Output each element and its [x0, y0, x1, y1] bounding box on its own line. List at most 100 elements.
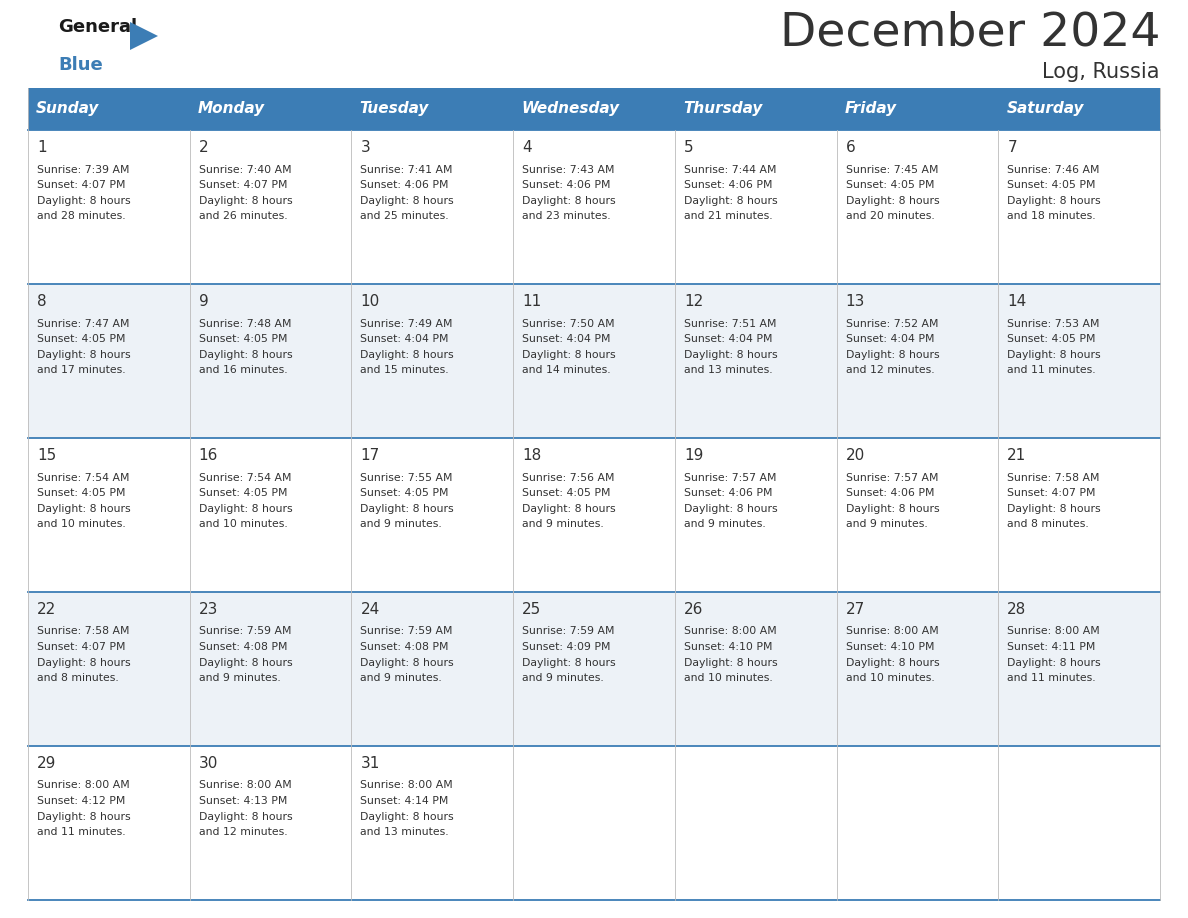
Text: Daylight: 8 hours: Daylight: 8 hours — [37, 812, 131, 822]
Bar — [352, 88, 513, 130]
Text: Sunset: 4:12 PM: Sunset: 4:12 PM — [37, 796, 126, 806]
Text: Sunrise: 7:53 AM: Sunrise: 7:53 AM — [1007, 319, 1100, 329]
Text: Wednesday: Wednesday — [522, 102, 619, 117]
Text: and 9 minutes.: and 9 minutes. — [846, 519, 928, 529]
Bar — [836, 746, 998, 900]
Text: 5: 5 — [684, 140, 694, 155]
Text: Sunset: 4:07 PM: Sunset: 4:07 PM — [37, 180, 126, 190]
Text: Sunrise: 7:57 AM: Sunrise: 7:57 AM — [846, 473, 939, 483]
Text: 2: 2 — [198, 140, 208, 155]
Bar — [998, 592, 1159, 746]
Text: and 14 minutes.: and 14 minutes. — [523, 365, 611, 375]
Text: 25: 25 — [523, 602, 542, 617]
Text: 18: 18 — [523, 448, 542, 463]
Text: Daylight: 8 hours: Daylight: 8 hours — [198, 350, 292, 360]
Text: Sunrise: 7:52 AM: Sunrise: 7:52 AM — [846, 319, 939, 329]
Text: Daylight: 8 hours: Daylight: 8 hours — [1007, 350, 1101, 360]
Bar — [190, 284, 352, 438]
Text: Sunset: 4:04 PM: Sunset: 4:04 PM — [846, 334, 934, 344]
Text: Sunrise: 7:49 AM: Sunrise: 7:49 AM — [360, 319, 453, 329]
Text: Thursday: Thursday — [683, 102, 763, 117]
Text: and 10 minutes.: and 10 minutes. — [846, 673, 934, 683]
Bar — [836, 438, 998, 592]
Text: Daylight: 8 hours: Daylight: 8 hours — [1007, 196, 1101, 206]
Text: and 20 minutes.: and 20 minutes. — [846, 211, 934, 221]
Text: Sunday: Sunday — [36, 102, 100, 117]
Text: Sunrise: 8:00 AM: Sunrise: 8:00 AM — [198, 780, 291, 790]
Text: 14: 14 — [1007, 294, 1026, 309]
Text: 3: 3 — [360, 140, 371, 155]
Text: Daylight: 8 hours: Daylight: 8 hours — [360, 196, 454, 206]
Text: Daylight: 8 hours: Daylight: 8 hours — [360, 812, 454, 822]
Text: Sunset: 4:05 PM: Sunset: 4:05 PM — [198, 334, 287, 344]
Bar — [513, 284, 675, 438]
Text: and 11 minutes.: and 11 minutes. — [1007, 365, 1095, 375]
Bar — [352, 438, 513, 592]
Text: Daylight: 8 hours: Daylight: 8 hours — [37, 503, 131, 513]
Text: 6: 6 — [846, 140, 855, 155]
Text: Sunrise: 7:43 AM: Sunrise: 7:43 AM — [523, 164, 614, 174]
Bar — [675, 746, 836, 900]
Text: Daylight: 8 hours: Daylight: 8 hours — [1007, 503, 1101, 513]
Text: Daylight: 8 hours: Daylight: 8 hours — [846, 657, 940, 667]
Text: 27: 27 — [846, 602, 865, 617]
Text: Sunrise: 7:41 AM: Sunrise: 7:41 AM — [360, 164, 453, 174]
Text: and 28 minutes.: and 28 minutes. — [37, 211, 126, 221]
Text: 22: 22 — [37, 602, 56, 617]
Text: Daylight: 8 hours: Daylight: 8 hours — [684, 657, 777, 667]
Text: Sunset: 4:06 PM: Sunset: 4:06 PM — [684, 488, 772, 498]
Text: 29: 29 — [37, 756, 56, 771]
Text: Sunset: 4:04 PM: Sunset: 4:04 PM — [360, 334, 449, 344]
Text: 13: 13 — [846, 294, 865, 309]
Text: 10: 10 — [360, 294, 380, 309]
Text: Sunrise: 7:54 AM: Sunrise: 7:54 AM — [198, 473, 291, 483]
Bar — [190, 592, 352, 746]
Text: Daylight: 8 hours: Daylight: 8 hours — [684, 503, 777, 513]
Bar — [513, 592, 675, 746]
Text: Sunrise: 7:56 AM: Sunrise: 7:56 AM — [523, 473, 614, 483]
Text: and 25 minutes.: and 25 minutes. — [360, 211, 449, 221]
Text: Sunrise: 7:58 AM: Sunrise: 7:58 AM — [37, 626, 129, 636]
Bar — [513, 746, 675, 900]
Text: Blue: Blue — [58, 56, 102, 74]
Text: Daylight: 8 hours: Daylight: 8 hours — [198, 812, 292, 822]
Text: Sunset: 4:05 PM: Sunset: 4:05 PM — [523, 488, 611, 498]
Text: Sunrise: 7:51 AM: Sunrise: 7:51 AM — [684, 319, 776, 329]
Text: Sunrise: 8:00 AM: Sunrise: 8:00 AM — [360, 780, 453, 790]
Text: Sunrise: 7:59 AM: Sunrise: 7:59 AM — [198, 626, 291, 636]
Text: and 8 minutes.: and 8 minutes. — [1007, 519, 1089, 529]
Text: Tuesday: Tuesday — [360, 102, 429, 117]
Text: Sunrise: 7:44 AM: Sunrise: 7:44 AM — [684, 164, 776, 174]
Text: Monday: Monday — [197, 102, 265, 117]
Bar — [836, 592, 998, 746]
Text: General: General — [58, 18, 137, 36]
Text: Daylight: 8 hours: Daylight: 8 hours — [523, 657, 615, 667]
Text: and 9 minutes.: and 9 minutes. — [198, 673, 280, 683]
Text: Daylight: 8 hours: Daylight: 8 hours — [198, 503, 292, 513]
Bar — [836, 130, 998, 284]
Text: Daylight: 8 hours: Daylight: 8 hours — [684, 196, 777, 206]
Text: Sunrise: 8:00 AM: Sunrise: 8:00 AM — [684, 626, 777, 636]
Text: Sunset: 4:06 PM: Sunset: 4:06 PM — [846, 488, 934, 498]
Text: Sunset: 4:05 PM: Sunset: 4:05 PM — [1007, 180, 1095, 190]
Text: Sunset: 4:05 PM: Sunset: 4:05 PM — [37, 334, 126, 344]
Bar — [190, 130, 352, 284]
Text: 19: 19 — [684, 448, 703, 463]
Text: Sunset: 4:04 PM: Sunset: 4:04 PM — [684, 334, 772, 344]
Bar — [190, 88, 352, 130]
Text: Daylight: 8 hours: Daylight: 8 hours — [846, 503, 940, 513]
Text: 15: 15 — [37, 448, 56, 463]
Bar — [513, 88, 675, 130]
Text: Sunrise: 7:50 AM: Sunrise: 7:50 AM — [523, 319, 614, 329]
Text: Sunset: 4:06 PM: Sunset: 4:06 PM — [523, 180, 611, 190]
Text: and 21 minutes.: and 21 minutes. — [684, 211, 772, 221]
Text: Sunset: 4:10 PM: Sunset: 4:10 PM — [684, 642, 772, 652]
Bar — [29, 746, 190, 900]
Bar — [513, 438, 675, 592]
Text: and 18 minutes.: and 18 minutes. — [1007, 211, 1095, 221]
Text: and 9 minutes.: and 9 minutes. — [523, 673, 604, 683]
Bar — [675, 592, 836, 746]
Bar — [513, 130, 675, 284]
Bar — [29, 592, 190, 746]
Text: 9: 9 — [198, 294, 208, 309]
